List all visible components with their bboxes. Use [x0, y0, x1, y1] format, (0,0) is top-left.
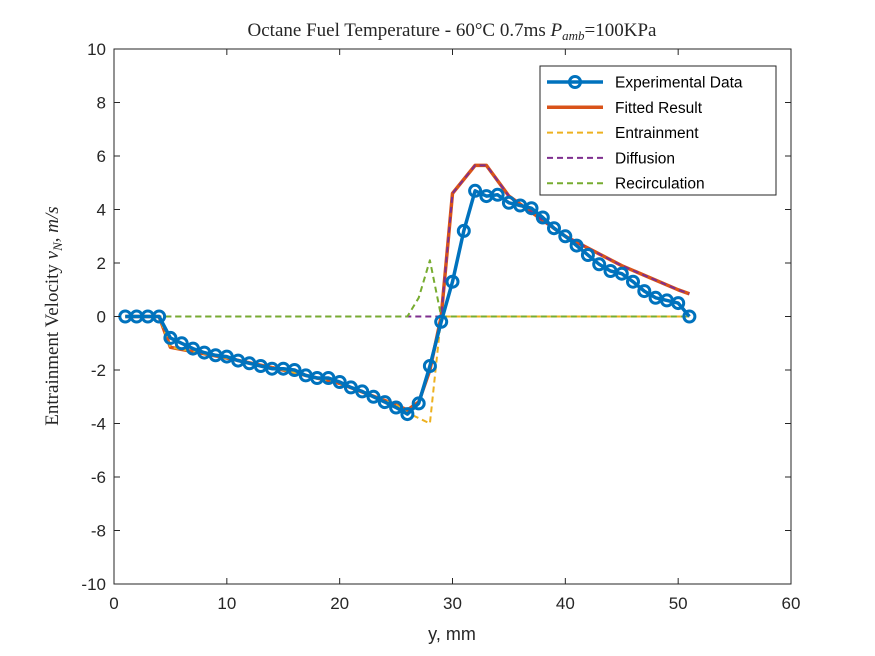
y-tick-label: 2: [97, 254, 106, 273]
data-point: [682, 309, 697, 324]
x-tick-label: 0: [109, 594, 118, 613]
y-tick-label: -8: [91, 522, 106, 541]
data-point: [332, 375, 347, 389]
y-tick-label: -4: [91, 415, 106, 434]
legend-label: Fitted Result: [615, 100, 703, 117]
legend-marker: [568, 75, 582, 89]
data-point: [422, 359, 437, 373]
data-point: [219, 349, 234, 364]
data-point: [411, 396, 426, 411]
data-point: [626, 274, 640, 289]
data-point: [366, 389, 381, 404]
data-point: [535, 210, 550, 225]
data-point: [456, 223, 471, 238]
data-point: [434, 314, 449, 329]
y-axis-label: Entrainment Velocity vN, m/s: [42, 206, 65, 425]
y-axis-label-sub: N: [50, 241, 65, 252]
y-tick-label: 6: [97, 147, 106, 166]
data-point: [592, 257, 607, 272]
data-point: [174, 336, 189, 351]
series-line: [125, 259, 690, 318]
data-point: [490, 187, 505, 202]
legend-label: Entrainment: [615, 125, 699, 142]
data-point: [671, 296, 686, 311]
data-point: [445, 274, 460, 289]
x-tick-label: 60: [782, 594, 801, 613]
data-point: [389, 400, 404, 415]
legend: Experimental Data Fitted Result Entrainmen…: [539, 65, 777, 196]
chart-title: Octane Fuel Temperature - 60°C 0.7ms Pam…: [248, 20, 657, 43]
y-axis-label-var: v: [42, 250, 63, 259]
legend-box: [539, 65, 777, 196]
x-axis-label: y, mm: [428, 624, 476, 644]
x-tick-label: 10: [217, 594, 236, 613]
data-point: [163, 330, 178, 345]
data-point: [558, 229, 573, 244]
series-experimental-data: [118, 183, 697, 422]
series-layer: [118, 163, 697, 425]
data-point: [186, 341, 200, 356]
chart-title-prefix: Octane Fuel Temperature - 60°C 0.7ms: [248, 20, 551, 41]
chart-title-suffix: =100KPa: [585, 20, 658, 41]
data-point: [569, 238, 584, 253]
x-tick-label: 20: [330, 594, 349, 613]
y-tick-label: 8: [97, 94, 106, 113]
data-point: [287, 363, 302, 377]
y-tick-label: 10: [87, 40, 106, 59]
data-point: [355, 384, 370, 399]
x-tick-label: 30: [443, 594, 462, 613]
y-tick-label: 4: [97, 201, 106, 220]
legend-label: Diffusion: [615, 150, 675, 167]
legend-label: Recirculation: [615, 176, 705, 193]
y-tick-label: 0: [97, 308, 106, 327]
legend-label: Experimental Data: [615, 75, 743, 92]
data-point: [614, 266, 629, 281]
data-point: [524, 201, 539, 216]
series-recirculation: [125, 259, 690, 318]
x-tick-label: 40: [556, 594, 575, 613]
y-axis-label-prefix: Entrainment Velocity: [42, 259, 63, 425]
y-tick-label: -6: [91, 468, 106, 487]
ticks-layer: 0 10 20 30 40 50 60 -10 -8 -6 -4 -2 0 2 4 6 8 10: [81, 40, 800, 613]
data-point: [637, 284, 652, 299]
data-point: [547, 221, 561, 236]
y-axis-label-unit: m/s: [42, 206, 63, 232]
chart-title-sub: amb: [562, 28, 585, 43]
data-point: [321, 371, 336, 385]
chart-title-var: P: [550, 20, 563, 41]
data-point: [343, 380, 358, 395]
y-axis-label-suffix: ,: [42, 233, 63, 243]
y-tick-label: -10: [81, 575, 106, 594]
data-point: [152, 309, 167, 324]
data-point: [400, 407, 415, 422]
data-point: [580, 248, 595, 262]
y-tick-label: -2: [91, 361, 106, 380]
data-point: [468, 183, 483, 198]
x-tick-label: 50: [669, 594, 688, 613]
data-point: [377, 395, 392, 410]
